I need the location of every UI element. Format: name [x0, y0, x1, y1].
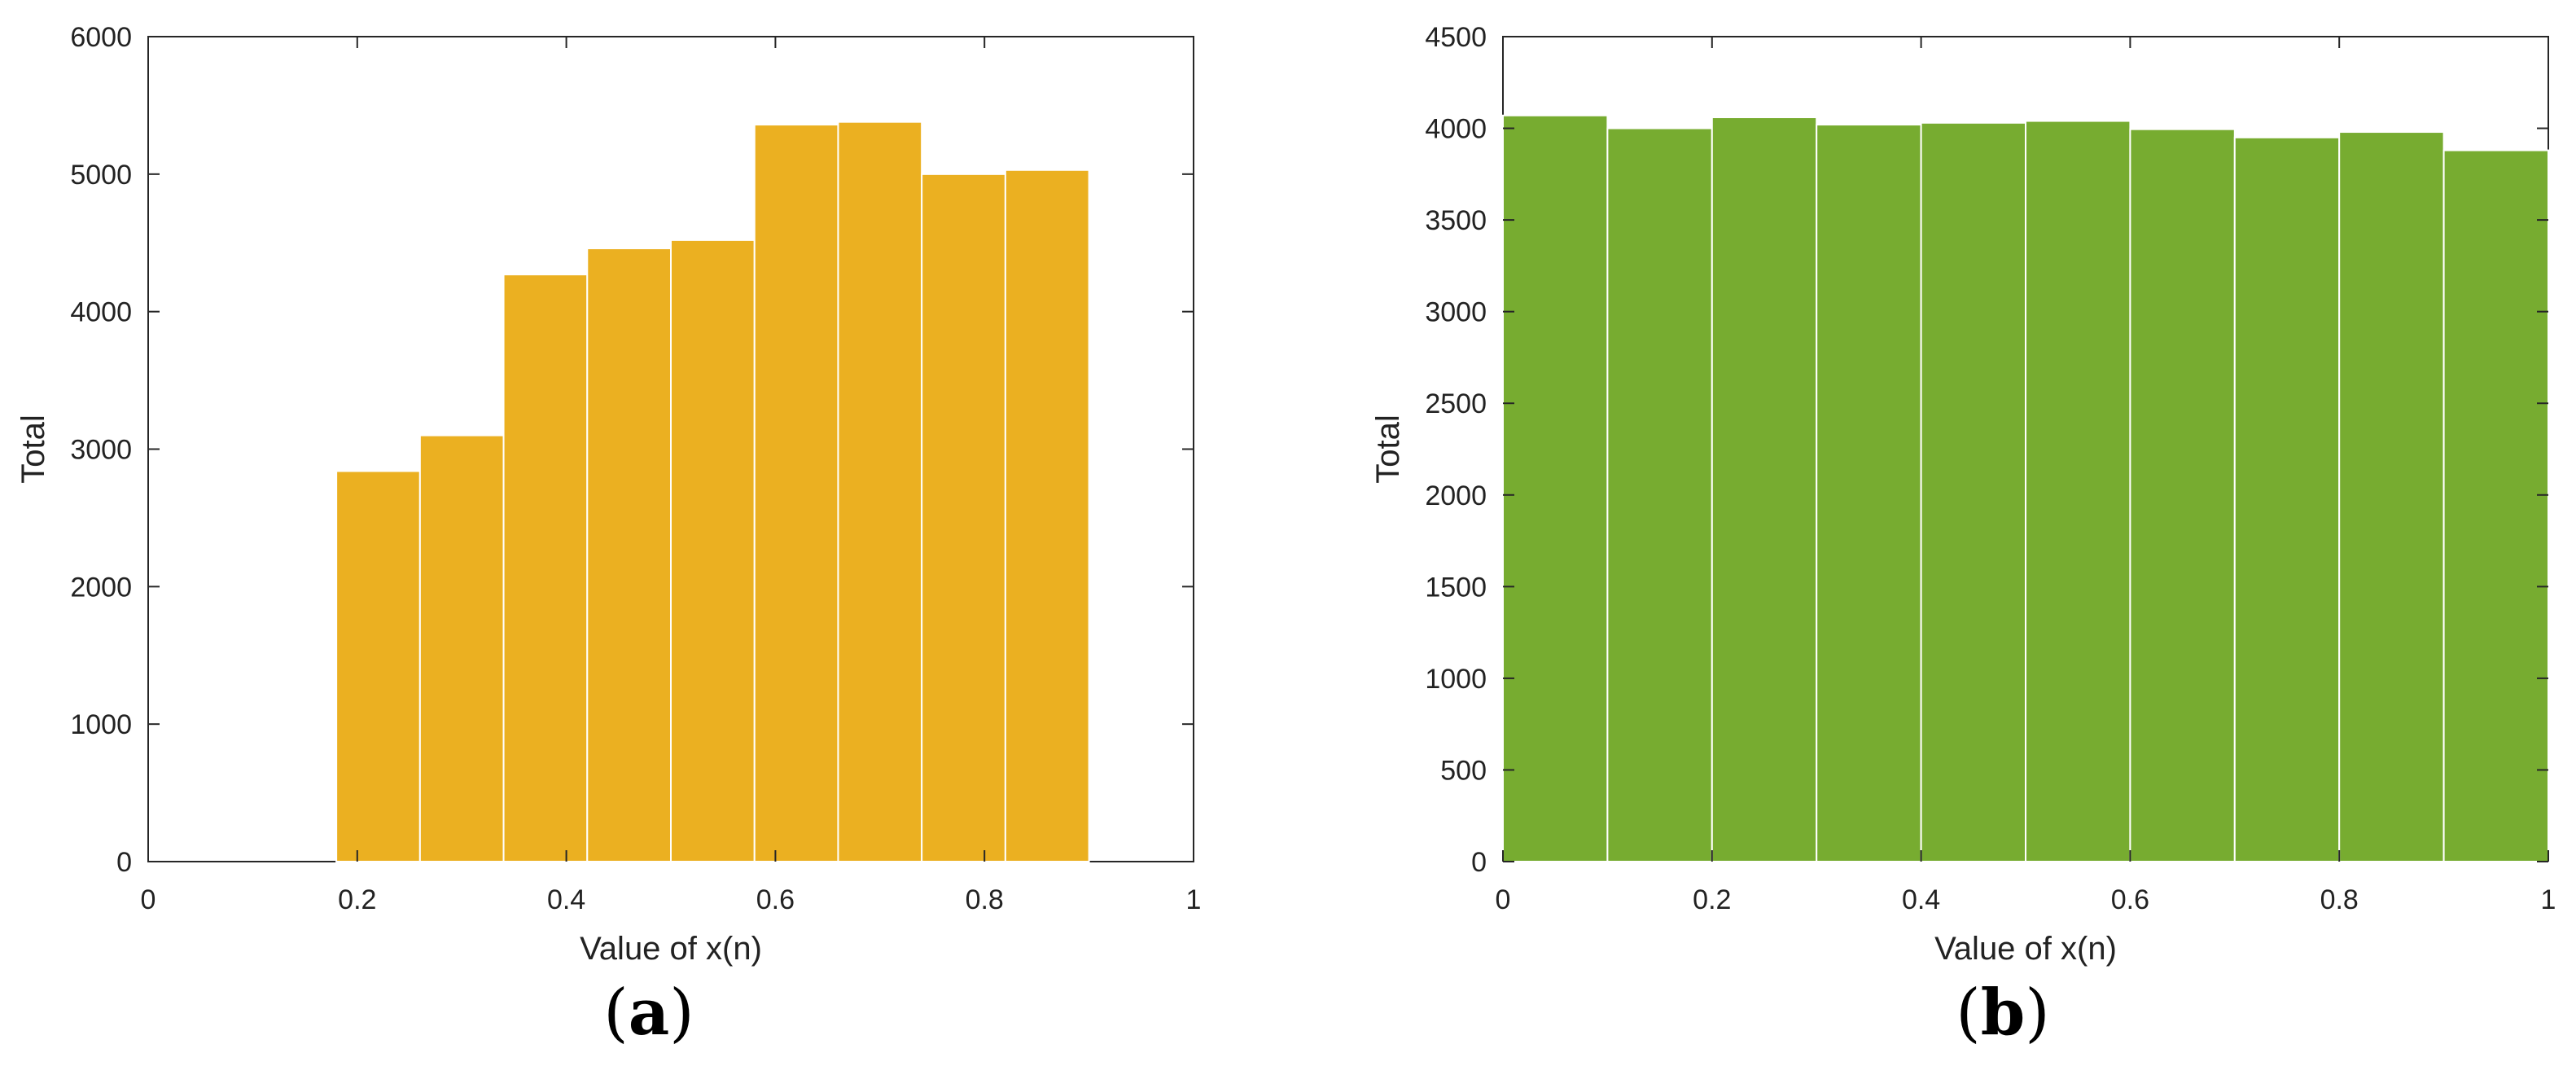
y-tick-label: 0 — [1471, 847, 1487, 878]
histogram-bar — [1711, 116, 1818, 862]
x-tick-label: 0.4 — [1902, 884, 1940, 915]
x-tick-label: 0 — [141, 884, 156, 915]
y-tick-label: 2000 — [70, 572, 132, 603]
y-tick-label: 3500 — [1425, 205, 1487, 236]
histogram-bar — [586, 248, 672, 862]
histogram-bar — [418, 434, 505, 862]
histogram-bar — [2233, 136, 2341, 863]
histogram-bar — [502, 274, 589, 862]
histogram-bar — [2338, 131, 2445, 862]
x-tick-label: 0.6 — [756, 884, 795, 915]
panel-label: (b) — [1956, 976, 2049, 1050]
panel-label: (a) — [603, 976, 694, 1050]
x-tick-label: 1 — [1186, 884, 1202, 915]
x-tick-label: 0.4 — [547, 884, 585, 915]
y-axis-label: Total — [1370, 415, 1406, 484]
y-tick-label: 1500 — [1425, 572, 1487, 603]
y-tick-label: 4000 — [70, 297, 132, 328]
histogram-bar — [1816, 124, 1922, 862]
y-tick-label: 3000 — [70, 435, 132, 466]
x-tick-label: 0.8 — [2320, 884, 2359, 915]
histogram-bar — [2129, 128, 2236, 863]
y-tick-label: 4000 — [1425, 114, 1487, 145]
chart-panel-b: 0 0.2 0.4 0.6 0.8 1 0 500 1000 1500 2000 2500 3000 35… — [1370, 22, 2556, 1050]
y-tick-label: 2000 — [1425, 480, 1487, 511]
histogram-bar — [335, 470, 421, 862]
x-tick-label: 0.6 — [2111, 884, 2149, 915]
x-axis-label: Value of x(n) — [580, 931, 762, 967]
y-tick-label: 500 — [1440, 755, 1487, 786]
x-tick-label: 1 — [2541, 884, 2556, 915]
histogram-bar — [1606, 127, 1713, 863]
chart-panel-a: 0 0.2 0.4 0.6 0.8 1 0 1000 2000 3000 4000 5000 6000 V… — [15, 22, 1201, 1050]
histogram-bar — [670, 239, 756, 862]
x-axis-label: Value of x(n) — [1934, 931, 2117, 967]
histogram-bar — [1502, 114, 1609, 862]
y-tick-label: 1000 — [70, 709, 132, 740]
y-tick-label: 4500 — [1425, 22, 1487, 53]
histogram-bar — [753, 124, 839, 862]
x-tick-label: 0.2 — [1693, 884, 1731, 915]
panel-letter: a — [629, 976, 670, 1050]
histogram-bar — [921, 173, 1006, 863]
x-tick-label: 0 — [1496, 884, 1511, 915]
y-tick-label: 2500 — [1425, 388, 1487, 419]
histogram-bar — [1004, 169, 1090, 863]
x-tick-label: 0.8 — [966, 884, 1004, 915]
histogram-bar — [2025, 120, 2131, 863]
y-tick-label: 0 — [116, 847, 132, 878]
x-tick-label: 0.2 — [338, 884, 376, 915]
y-tick-label: 1000 — [1425, 664, 1487, 695]
histogram-bar — [837, 121, 923, 862]
histogram-bar — [2442, 149, 2550, 862]
y-tick-label: 5000 — [70, 160, 132, 191]
y-tick-label: 3000 — [1425, 297, 1487, 328]
y-axis-label: Total — [15, 415, 51, 484]
panel-letter: b — [1981, 976, 2026, 1050]
histogram-bar — [1920, 121, 2027, 862]
y-tick-label: 6000 — [70, 22, 132, 53]
